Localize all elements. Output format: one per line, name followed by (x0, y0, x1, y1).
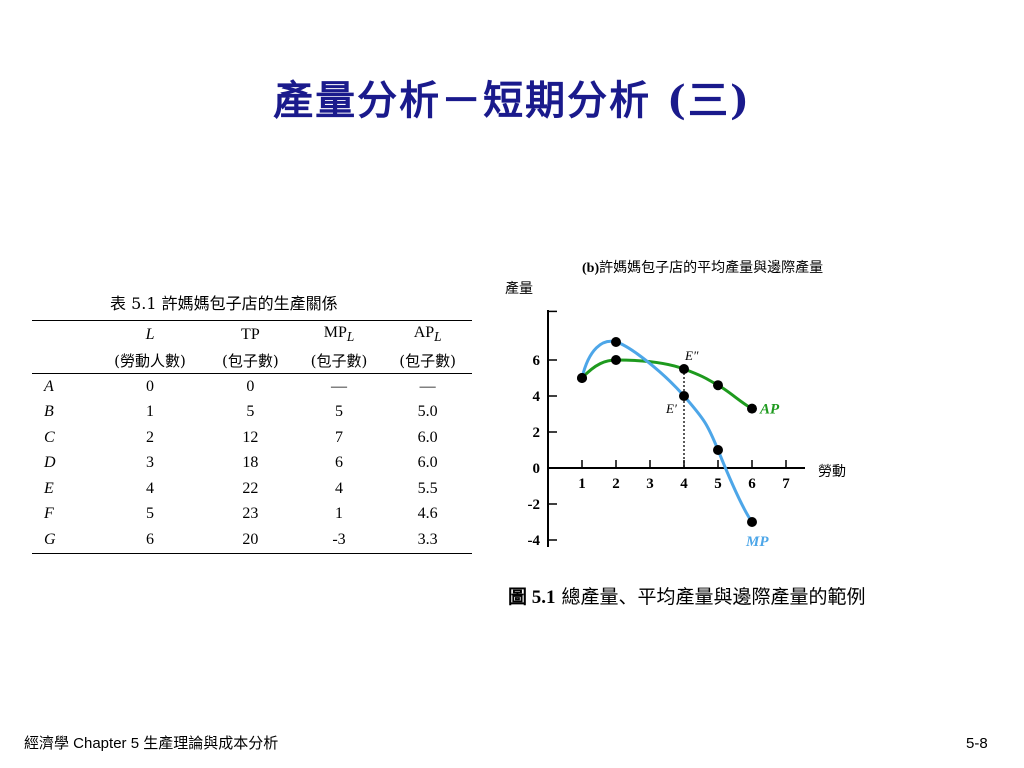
x-tick-label: 7 (782, 476, 790, 492)
x-tick-label: 1 (578, 476, 586, 492)
cell-tp: 18 (242, 454, 259, 472)
x-tick-label: 4 (680, 476, 688, 492)
cell-tp: 23 (242, 505, 259, 523)
mp-point (679, 391, 689, 401)
mp-point (747, 517, 757, 527)
y-tick-label: 2 (533, 425, 541, 441)
ap-point (747, 403, 757, 414)
header-mp: MPL (323, 324, 355, 345)
cell-ap: 6.0 (417, 428, 438, 446)
cell-l: 2 (146, 428, 155, 446)
x-tick-label: 3 (646, 476, 654, 492)
cell-ap: 5.5 (417, 479, 438, 497)
mp-series-label: MP (745, 534, 769, 550)
cell-tp: 12 (242, 428, 259, 446)
mp-point (611, 337, 621, 347)
cell-label: E (44, 479, 54, 497)
annotation-e-double-prime: E″ (684, 348, 699, 363)
cell-l: 6 (94, 527, 207, 554)
cell-l: 5 (146, 505, 155, 523)
cell-mp: 7 (335, 428, 344, 446)
x-tick-label: 2 (612, 476, 620, 492)
ap-point (713, 380, 723, 391)
cell-l: 0 (146, 377, 155, 395)
cell-ap: 5.0 (417, 403, 438, 421)
page-number: 5-8 (966, 735, 988, 752)
cell-tp: 22 (242, 479, 259, 497)
mp-point (577, 373, 587, 383)
cell-mp: 1 (335, 505, 344, 523)
y-tick-label: 6 (533, 353, 541, 369)
table-row: B 1 5 5 5.0 (32, 400, 472, 426)
mp-curve (580, 339, 754, 523)
cell-ap: 3.3 (383, 527, 472, 554)
subheader: (包子數) (294, 347, 384, 374)
cell-ap: 6.0 (417, 454, 438, 472)
ap-point (611, 355, 621, 365)
ap-mp-chart: 6 4 2 0 -2 -4 1 2 3 4 5 6 7 AP MP E″ E′ (528, 310, 805, 550)
cell-ap: — (419, 377, 436, 395)
table-row: F 5 23 1 4.6 (32, 502, 472, 528)
y-axis-label: 產量 (505, 281, 533, 297)
header-tp: TP (241, 326, 260, 343)
cell-mp: 6 (335, 454, 344, 472)
cell-mp: 4 (335, 479, 344, 497)
x-tick-label: 5 (714, 476, 722, 492)
figure-caption: 圖 5.1 總產量、平均產量與邊際產量的範例 (508, 586, 866, 608)
slide-title: 產量分析－短期分析 (三) (273, 77, 751, 124)
cell-tp: 0 (246, 377, 255, 395)
y-tick-label: 0 (533, 461, 541, 477)
cell-label: C (44, 428, 55, 446)
cell-mp: 5 (335, 403, 344, 421)
subheader: (包子數) (383, 347, 472, 374)
cell-label: G (32, 527, 94, 554)
cell-label: A (44, 377, 54, 395)
x-tick-label: 6 (748, 476, 756, 492)
annotation-e-prime: E′ (665, 401, 677, 416)
production-table: L TP MPL APL (勞動人數) (包子數) (包子數) (包子數) A 0… (32, 320, 472, 554)
cell-label: D (44, 454, 56, 472)
ap-point (679, 364, 689, 374)
cell-l: 3 (146, 454, 155, 472)
table-row: E 4 22 4 5.5 (32, 476, 472, 502)
cell-tp: 5 (246, 403, 255, 421)
table-row: C 2 12 7 6.0 (32, 425, 472, 451)
cell-label: B (44, 403, 54, 421)
cell-label: F (44, 505, 54, 523)
table-row: D 3 18 6 6.0 (32, 451, 472, 477)
cell-mp: — (331, 377, 348, 395)
cell-l: 4 (146, 479, 155, 497)
table-row: A 0 0 — — (32, 374, 472, 400)
y-tick-label: -4 (528, 533, 541, 549)
table-caption: 表 5.1 許媽媽包子店的生產關係 (110, 294, 338, 313)
table-row: G 6 20 -3 3.3 (32, 527, 472, 554)
subheader: (包子數) (206, 347, 295, 374)
subheader: (勞動人數) (94, 347, 207, 374)
cell-tp: 20 (206, 527, 295, 554)
y-tick-label: -2 (528, 497, 541, 513)
chart-title: (b)許媽媽包子店的平均產量與邊際產量 (582, 260, 824, 276)
cell-mp: -3 (294, 527, 384, 554)
cell-l: 1 (146, 403, 155, 421)
mp-point (713, 445, 723, 455)
ap-series-label: AP (759, 402, 780, 418)
y-tick-label: 4 (533, 389, 541, 405)
header-ap: APL (413, 324, 442, 345)
cell-ap: 4.6 (417, 505, 438, 523)
x-axis-label: 勞動 (818, 464, 846, 480)
footer-course: 經濟學 Chapter 5 生產理論與成本分析 (24, 735, 279, 752)
header-l: L (145, 326, 155, 343)
